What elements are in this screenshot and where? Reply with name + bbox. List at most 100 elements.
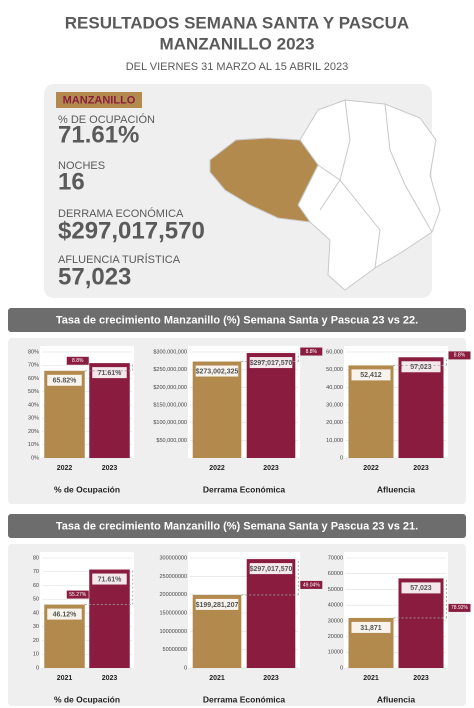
y-tick-label: 40000 — [328, 603, 343, 609]
y-tick-label: 40 — [33, 610, 39, 616]
value-label: 46.12% — [53, 611, 78, 618]
y-tick-label: $200,000,000 — [153, 385, 187, 391]
section-title: Tasa de crecimiento Manzanillo (%) Seman… — [56, 520, 418, 532]
y-tick-label: 40% — [28, 402, 39, 408]
value-label: $297,017,570 — [250, 566, 293, 573]
subtitle: DEL VIERNES 31 MARZO AL 15 ABRIL 2023 — [126, 61, 349, 73]
value-label-bg — [351, 369, 391, 381]
stat-label: NOCHES — [58, 160, 105, 172]
y-tick-label: 150000000 — [159, 610, 187, 616]
map-border — [339, 99, 381, 269]
y-tick-label: 20 — [33, 638, 39, 644]
stat-label: % DE OCUPACIÓN — [58, 113, 155, 126]
y-tick-label: 100000000 — [159, 629, 187, 635]
y-tick-label: $150,000,000 — [153, 402, 187, 408]
y-tick-label: 30,000 — [326, 402, 343, 408]
y-tick-label: 20,000 — [326, 420, 343, 426]
y-tick-label: 20000 — [328, 634, 343, 640]
badge-text: MANZANILLO — [63, 94, 136, 106]
y-tick-label: 60% — [28, 376, 39, 382]
x-tick-label: 2023 — [102, 465, 118, 472]
bar — [398, 357, 444, 458]
y-tick-label: 30 — [33, 624, 39, 630]
value-label-bg — [401, 582, 441, 594]
value-label-bg — [195, 598, 239, 610]
x-axis-title: % de Ocupación — [54, 694, 120, 704]
section-bar — [8, 308, 466, 332]
x-tick-label: 2023 — [102, 675, 118, 682]
bar — [89, 363, 130, 458]
x-tick-label: 2023 — [413, 675, 429, 682]
y-tick-label: 50% — [28, 389, 39, 395]
y-tick-label: 50 — [33, 597, 39, 603]
title-2: MANZANILLO 2023 — [160, 34, 315, 53]
x-tick-label: 2023 — [263, 675, 279, 682]
x-tick-label: 2021 — [209, 675, 225, 682]
y-tick-label: $250,000,000 — [153, 367, 187, 373]
value-label: 57,023 — [410, 364, 432, 371]
value-label-bg — [92, 367, 127, 379]
y-tick-label: 80% — [28, 349, 39, 355]
bar — [348, 365, 394, 458]
bar — [246, 559, 296, 668]
stat-value: 71.61% — [58, 121, 139, 148]
y-tick-label: 10% — [28, 442, 39, 448]
y-tick-label: 200000000 — [159, 592, 187, 598]
y-tick-label: $300,000,000 — [153, 349, 187, 355]
x-tick-label: 2022 — [57, 465, 73, 472]
value-label-bg — [249, 563, 293, 575]
stat-label: AFLUENCIA TURÍSTICA — [58, 253, 181, 266]
bar — [192, 361, 242, 458]
stat-value: 57,023 — [58, 263, 131, 290]
value-label: $297,017,570 — [250, 360, 293, 367]
y-tick-label: 40,000 — [326, 385, 343, 391]
y-tick-label: 20% — [28, 429, 39, 435]
value-label: 71.61% — [98, 576, 123, 583]
y-tick-label: 50000000 — [163, 647, 187, 653]
stat-label: DERRAMA ECONÓMICA — [58, 207, 184, 220]
bar — [89, 569, 130, 668]
value-label: $273,002,325 — [196, 368, 239, 375]
x-tick-label: 2021 — [57, 675, 73, 682]
annotation: 49.04% — [303, 582, 321, 588]
x-axis-title: Derrama Económica — [203, 694, 285, 704]
y-tick-label: 10,000 — [326, 438, 343, 444]
stat-value: 16 — [58, 168, 85, 195]
map-border — [384, 103, 433, 233]
stat-value: $297,017,570 — [58, 217, 205, 244]
y-tick-label: 0 — [340, 665, 343, 671]
annotation-box — [300, 580, 323, 589]
annotation: 78.92% — [451, 605, 469, 611]
x-tick-label: 2021 — [363, 675, 379, 682]
x-tick-label: 2023 — [413, 465, 429, 472]
y-tick-label: 0 — [36, 665, 39, 671]
annotation-box — [66, 356, 89, 365]
y-tick-label: 30000 — [328, 618, 343, 624]
y-tick-label: 60000 — [328, 571, 343, 577]
value-label: 52,412 — [360, 372, 382, 379]
section-bar — [8, 514, 466, 538]
x-tick-label: 2022 — [363, 465, 379, 472]
y-tick-label: 10 — [33, 652, 39, 658]
value-label-bg — [195, 365, 239, 377]
y-tick-label: 50000 — [328, 587, 343, 593]
y-tick-label: 300000000 — [159, 555, 187, 561]
y-tick-label: 0 — [184, 665, 187, 671]
value-label: 65.82% — [53, 378, 78, 385]
y-tick-label: 70% — [28, 363, 39, 369]
y-tick-label: 50,000 — [326, 367, 343, 373]
y-tick-label: 10000 — [328, 650, 343, 656]
x-axis-title: Afluencia — [377, 484, 416, 494]
value-label-bg — [351, 621, 391, 633]
y-tick-label: $50,000,000 — [156, 438, 187, 444]
y-tick-label: $100,000,000 — [153, 420, 187, 426]
x-tick-label: 2022 — [209, 465, 225, 472]
bar — [246, 353, 296, 458]
annotation: 8.8% — [306, 349, 318, 355]
y-tick-label: 250000000 — [159, 574, 187, 580]
y-tick-label: 0% — [31, 455, 39, 461]
y-tick-label: 0 — [340, 455, 343, 461]
value-label: 57,023 — [410, 585, 432, 592]
map-manzanillo — [209, 137, 319, 223]
